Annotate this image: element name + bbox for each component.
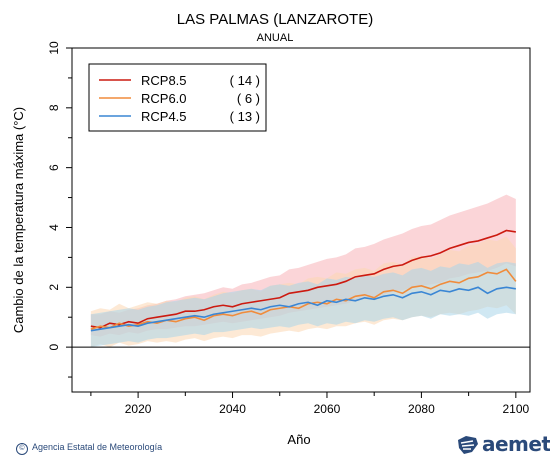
aemet-logo-icon [458, 436, 478, 454]
plot-frame [71, 47, 531, 393]
credit-label: Agencia Estatal de Meteorología [32, 442, 163, 452]
y-tick-label: 10 [47, 41, 61, 55]
legend-count: ( 14 ) [230, 73, 260, 88]
x-axis-label: Año [287, 432, 310, 447]
line-rcp45 [90, 286, 516, 332]
aemet-logo-text: aemet [482, 432, 550, 456]
y-tick-label: 0 [47, 343, 61, 350]
x-tick-label: 2060 [314, 402, 341, 416]
y-tick-label: 2 [47, 284, 61, 291]
y-tick-label: 8 [47, 104, 61, 111]
chart-title: LAS PALMAS (LANZAROTE) [176, 11, 374, 28]
copyright-icon: © [16, 443, 28, 455]
x-tick-label: 2040 [219, 402, 246, 416]
chart-subtitle: ANUAL [256, 32, 294, 44]
y-axis-label: Cambio de la temperatura máxima (°C) [11, 107, 26, 333]
legend-label: RCP4.5 [141, 109, 187, 124]
y-tick-label: 6 [47, 164, 61, 171]
x-tick-label: 2100 [502, 402, 529, 416]
line-rcp85 [90, 229, 516, 329]
credit-text: © Agencia Estatal de Meteorología [16, 442, 162, 455]
band-rcp45 [90, 261, 516, 348]
legend-count: ( 6 ) [237, 91, 260, 106]
legend-label: RCP8.5 [141, 73, 187, 88]
legend-count: ( 13 ) [230, 109, 260, 124]
x-tick-label: 2080 [408, 402, 435, 416]
legend-label: RCP6.0 [141, 91, 187, 106]
aemet-logo: aemet [456, 432, 550, 456]
y-tick-label: 4 [47, 224, 61, 231]
x-tick-label: 2020 [125, 402, 152, 416]
